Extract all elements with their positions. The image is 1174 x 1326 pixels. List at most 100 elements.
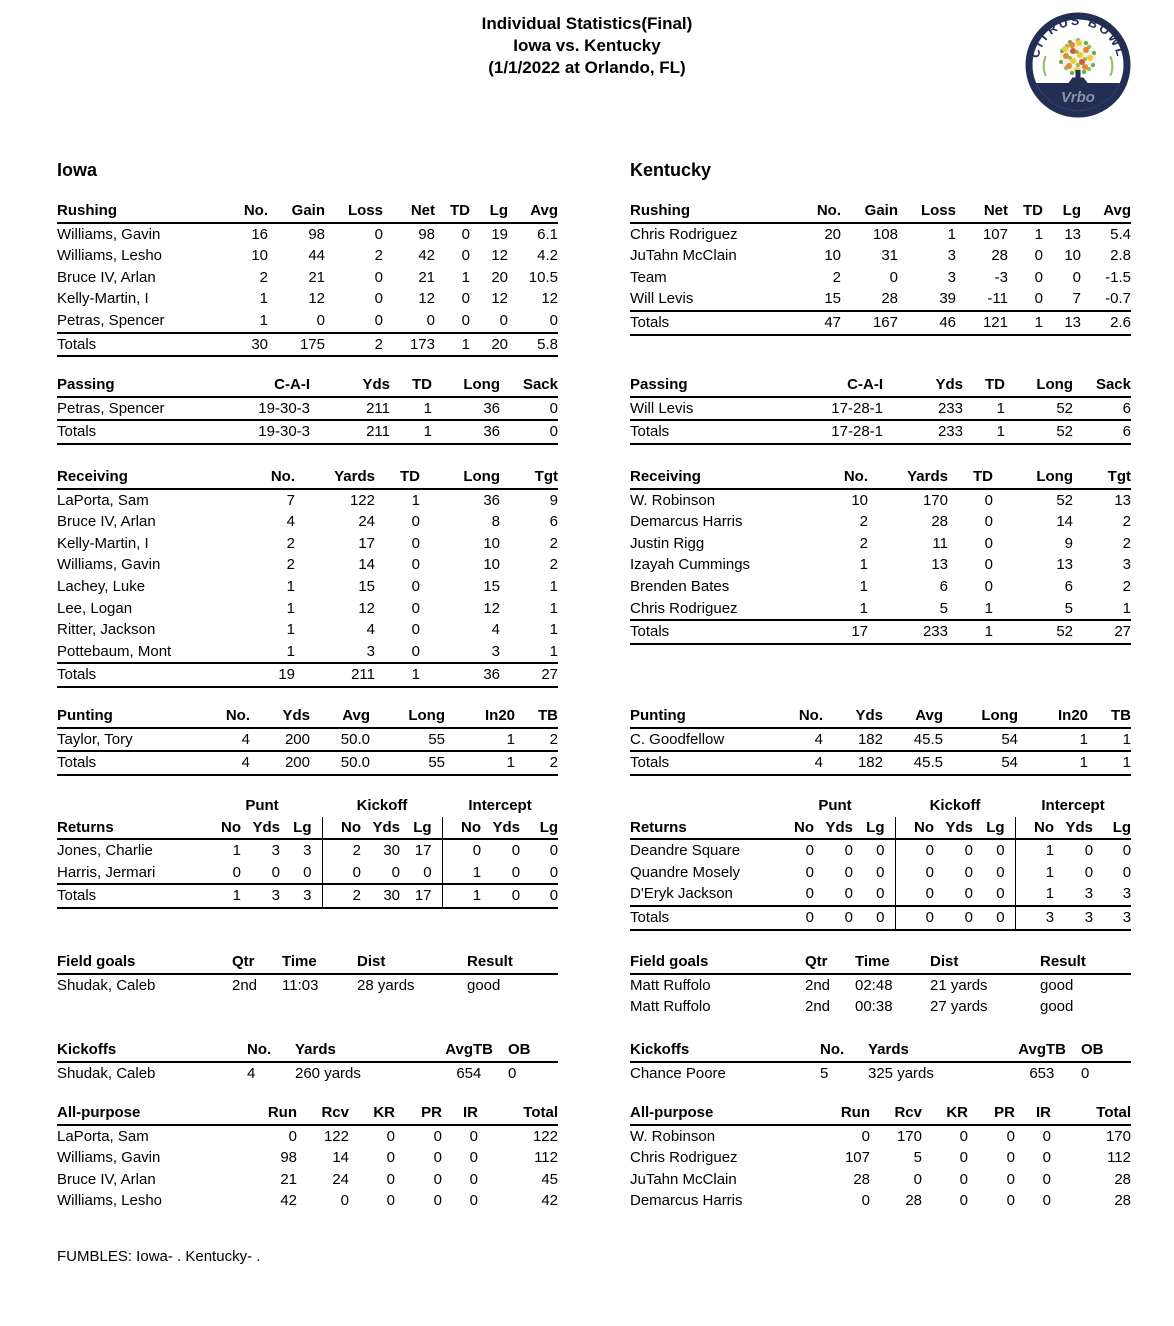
table-row: Justin Rigg 2 11 0 9 2 [630, 533, 1131, 555]
cell: 1 [947, 225, 956, 243]
kentucky-punting-section: Punting No. Yds Avg Long In20 TB C. Goodfellow 4… [630, 705, 1131, 776]
column-header: No. [247, 1039, 295, 1063]
table-row: LaPorta, Sam 7 122 1 36 9 [57, 489, 558, 512]
column-header: No [441, 816, 482, 841]
cell: 17 [358, 534, 375, 552]
cell: 4 [491, 621, 500, 639]
cell: Jones, Charlie [57, 842, 153, 860]
cell: 4.2 [537, 247, 558, 265]
table-row: Matt Ruffolo 2nd 02:48 21 yards good [630, 974, 1131, 997]
cell: 0 [499, 311, 508, 329]
cell: 13 [1043, 309, 1081, 336]
iowa-kickoffs-section: Kickoffs No. Yards Avg TB OB Shudak, Caleb 4 260… [57, 1039, 558, 1084]
cell: 20 [491, 268, 508, 286]
cell: W. Robinson [630, 491, 716, 509]
table-row: Izayah Cummings 1 13 0 13 3 [630, 554, 1131, 576]
logo-right-accent [1109, 55, 1114, 77]
cell: 28 [991, 247, 1008, 265]
cell: Pottebaum, Mont [57, 642, 172, 660]
cell: Lee, Logan [57, 599, 133, 617]
column-header: Long [1005, 374, 1073, 398]
totals-row: Totals 19 211 1 36 27 [57, 662, 558, 688]
header-row: Field goals Qtr Time Dist Result [630, 951, 1131, 975]
column-header: No. [770, 705, 823, 729]
cell: 0 [508, 1064, 517, 1082]
cell: Chris Rodriguez [630, 599, 738, 617]
cell: 0 [386, 1192, 395, 1210]
cell: 0 [411, 577, 420, 595]
column-header: No [894, 816, 934, 841]
cell: 3 [491, 642, 500, 660]
cell: 54 [943, 750, 1018, 776]
column-header: Loss [898, 200, 956, 224]
cell: 30 [383, 842, 400, 860]
cell: Shudak, Caleb [57, 1064, 156, 1082]
totals-row: Totals 17-28-1 233 1 52 6 [630, 419, 1131, 445]
column-header: No. [197, 705, 250, 729]
cell: 17-28-1 [795, 419, 883, 445]
table-row: Will Levis 17-28-1 233 1 52 6 [630, 397, 1131, 421]
cell: C. Goodfellow [630, 730, 725, 748]
cell: 10 [1064, 247, 1081, 265]
cell: 0 [433, 1149, 442, 1167]
column-header: IR [442, 1102, 478, 1126]
kentucky-receiving-section: Receiving No. Yards TD Long Tgt W. Robinson 10 1… [630, 466, 1131, 645]
column-header: Tgt [500, 466, 558, 490]
cell: 10 [251, 247, 268, 265]
cell: 42 [541, 1192, 558, 1210]
cell: 112 [1107, 1149, 1131, 1167]
cell: 170 [1105, 1127, 1131, 1145]
cell: 5 [820, 1064, 829, 1082]
cell: 0 [876, 885, 885, 903]
cell: 1 [286, 577, 295, 595]
cell: 28 [1114, 1192, 1131, 1210]
column-header: KR [922, 1102, 968, 1126]
cell: 0 [549, 399, 558, 417]
cell: 10 [483, 534, 500, 552]
cell: 0 [844, 863, 853, 881]
column-header: TB [515, 705, 558, 729]
column-header: No [775, 816, 814, 841]
cell: 0 [321, 861, 361, 885]
cell: 15 [824, 290, 841, 308]
team-name-kentucky: Kentucky [630, 160, 712, 180]
cell: 1 [1034, 225, 1043, 243]
header-row: Receiving No. Yards TD Long Tgt [630, 466, 1131, 490]
column-header: Sack [500, 374, 558, 398]
column-header: Net [383, 200, 435, 224]
cell: 1 [1122, 599, 1131, 617]
cell: 3 [947, 268, 956, 286]
column-header: No [202, 816, 241, 841]
cell: 28 yards [357, 976, 415, 994]
cell: Totals [630, 904, 775, 931]
column-header: Qtr [232, 951, 282, 975]
cell: 2 [286, 534, 295, 552]
table-row: Williams, Gavin 2 14 0 10 2 [57, 554, 558, 576]
iowa-rushing-section: Rushing No. Gain Loss Net TD Lg Avg Williams, Ga… [57, 200, 558, 358]
cell: 39 [939, 290, 956, 308]
cell: 0 [894, 904, 934, 931]
cell: Williams, Lesho [57, 247, 163, 265]
cell: 1 [984, 599, 993, 617]
cell: 1 [506, 730, 515, 748]
citrus-tree-icon [1059, 38, 1097, 80]
cell: Shudak, Caleb [57, 976, 156, 994]
cell: 1 [202, 883, 241, 909]
cell: 0 [411, 642, 420, 660]
cell: 4 [247, 1064, 256, 1082]
iowa-returns-section: Punt Kickoff Intercept Returns No Yds Lg No Yds L… [57, 795, 559, 909]
kickoffs-table: Kickoffs No. Yards Avg TB OB Chance Poore 5 325 … [630, 1039, 1131, 1084]
cell: 27 [1073, 619, 1131, 645]
cell: Totals [57, 419, 222, 445]
cell: 1 [445, 750, 515, 776]
cell: 4 [366, 621, 375, 639]
column-header: Sack [1073, 374, 1131, 398]
column-header: Long [370, 705, 445, 729]
cell: Williams, Gavin [57, 556, 161, 574]
cell: 12 [308, 290, 325, 308]
cell: JuTahn McClain [630, 1170, 737, 1188]
column-header: C-A-I [222, 374, 310, 398]
cell: 36 [420, 662, 500, 688]
column-header: KR [349, 1102, 395, 1126]
